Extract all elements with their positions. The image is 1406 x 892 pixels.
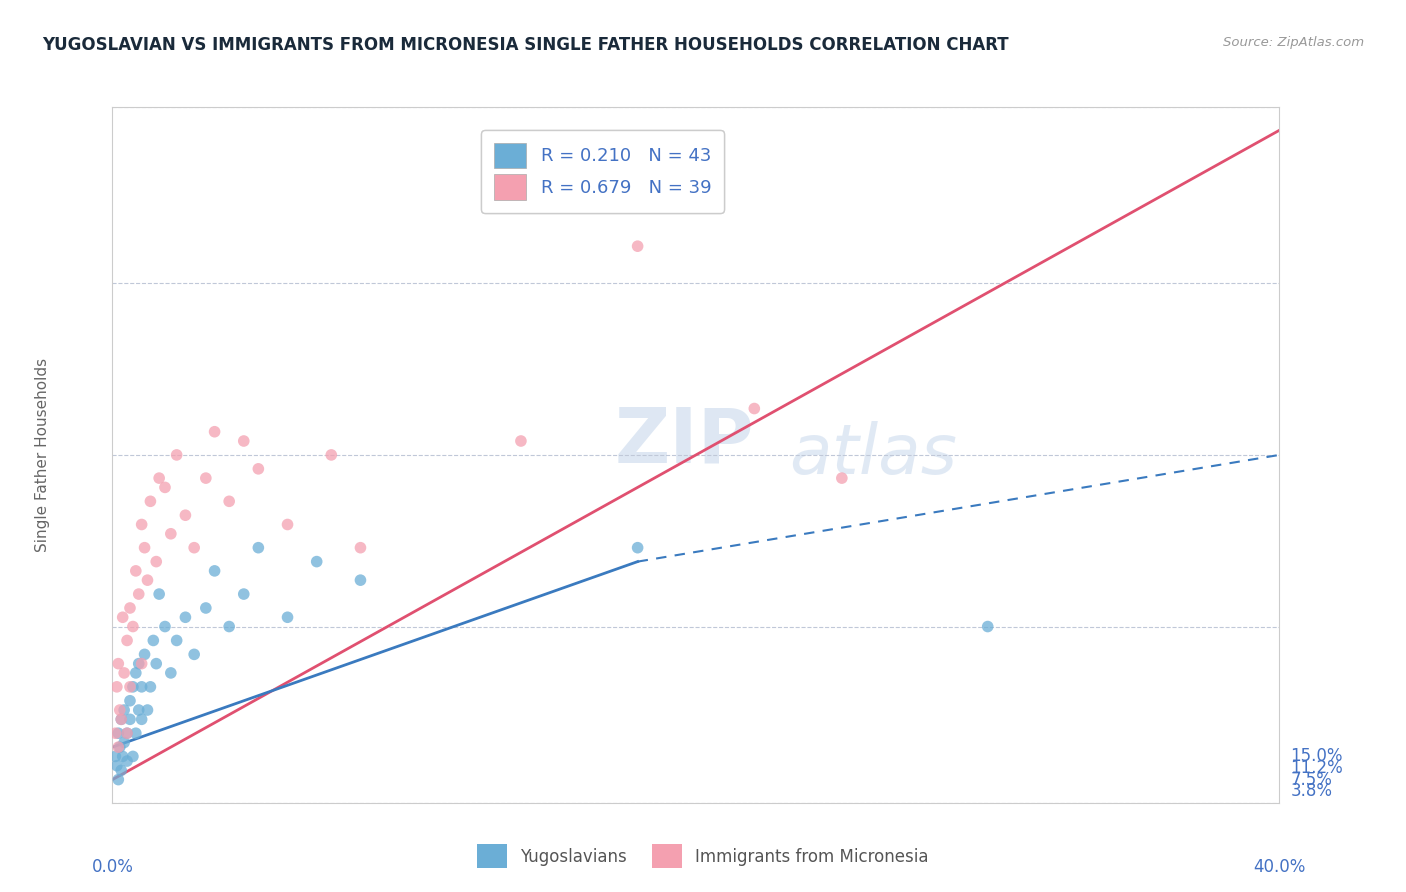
Point <box>148 587 170 601</box>
Point <box>160 526 183 541</box>
Point <box>145 657 167 671</box>
Point <box>276 517 298 532</box>
Point <box>142 633 165 648</box>
Point <box>115 633 138 648</box>
Point <box>122 680 145 694</box>
Text: YUGOSLAVIAN VS IMMIGRANTS FROM MICRONESIA SINGLE FATHER HOUSEHOLDS CORRELATION C: YUGOSLAVIAN VS IMMIGRANTS FROM MICRONESI… <box>42 36 1010 54</box>
Point <box>108 740 131 755</box>
Point <box>110 712 132 726</box>
Point <box>110 712 132 726</box>
Point <box>509 434 531 448</box>
Point <box>139 680 162 694</box>
Point <box>115 726 138 740</box>
Point <box>111 610 134 624</box>
Text: ZIP: ZIP <box>614 404 754 478</box>
Point <box>107 740 129 755</box>
Point <box>160 665 183 680</box>
Point <box>104 749 127 764</box>
Point <box>128 587 150 601</box>
Point <box>194 471 217 485</box>
Point <box>107 657 129 671</box>
Point <box>108 703 131 717</box>
Point <box>118 680 141 694</box>
Point <box>111 749 134 764</box>
Point <box>174 508 197 523</box>
Point <box>139 494 162 508</box>
Point <box>831 471 853 485</box>
Point <box>118 694 141 708</box>
Text: atlas: atlas <box>789 421 957 489</box>
Point <box>107 772 129 787</box>
Text: 11.2%: 11.2% <box>1291 759 1343 777</box>
Point <box>232 587 254 601</box>
Point <box>131 657 153 671</box>
Point <box>183 541 205 555</box>
Point <box>125 726 148 740</box>
Text: 3.8%: 3.8% <box>1291 782 1333 800</box>
Text: Single Father Households: Single Father Households <box>35 358 51 552</box>
Point <box>134 541 156 555</box>
Point <box>153 480 176 494</box>
Point <box>626 239 648 253</box>
Text: 40.0%: 40.0% <box>1253 858 1306 877</box>
Point <box>131 517 153 532</box>
Point <box>145 555 167 569</box>
Point <box>128 703 150 717</box>
Point <box>105 680 128 694</box>
Text: 0.0%: 0.0% <box>91 858 134 877</box>
Point <box>115 726 138 740</box>
Text: Source: ZipAtlas.com: Source: ZipAtlas.com <box>1223 36 1364 49</box>
Point <box>976 619 998 633</box>
Point <box>153 619 176 633</box>
Point <box>118 601 141 615</box>
Point <box>204 425 226 439</box>
Point <box>115 754 138 768</box>
Point <box>305 555 328 569</box>
Point <box>742 401 765 416</box>
Point <box>118 712 141 726</box>
Point <box>125 665 148 680</box>
Point <box>112 665 135 680</box>
Point <box>128 657 150 671</box>
Legend: R = 0.210   N = 43, R = 0.679   N = 39: R = 0.210 N = 43, R = 0.679 N = 39 <box>481 130 724 212</box>
Point <box>112 703 135 717</box>
Point <box>276 610 298 624</box>
Point <box>136 573 159 587</box>
Point <box>232 434 254 448</box>
Point <box>349 573 371 587</box>
Point <box>122 749 145 764</box>
Legend: Yugoslavians, Immigrants from Micronesia: Yugoslavians, Immigrants from Micronesia <box>471 838 935 875</box>
Point <box>247 462 270 476</box>
Point <box>174 610 197 624</box>
Point <box>204 564 226 578</box>
Point <box>122 619 145 633</box>
Point <box>321 448 343 462</box>
Point <box>107 726 129 740</box>
Point <box>134 648 156 662</box>
Point <box>148 471 170 485</box>
Point <box>125 564 148 578</box>
Point <box>166 448 188 462</box>
Text: 7.5%: 7.5% <box>1291 771 1333 789</box>
Point <box>194 601 217 615</box>
Point <box>131 712 153 726</box>
Point <box>112 735 135 749</box>
Point <box>166 633 188 648</box>
Point <box>349 541 371 555</box>
Point <box>626 541 648 555</box>
Point <box>110 764 132 778</box>
Point <box>218 619 240 633</box>
Point <box>183 648 205 662</box>
Text: 15.0%: 15.0% <box>1291 747 1343 765</box>
Point <box>218 494 240 508</box>
Point <box>131 680 153 694</box>
Point <box>136 703 159 717</box>
Point <box>105 758 128 772</box>
Point <box>104 726 127 740</box>
Point <box>247 541 270 555</box>
